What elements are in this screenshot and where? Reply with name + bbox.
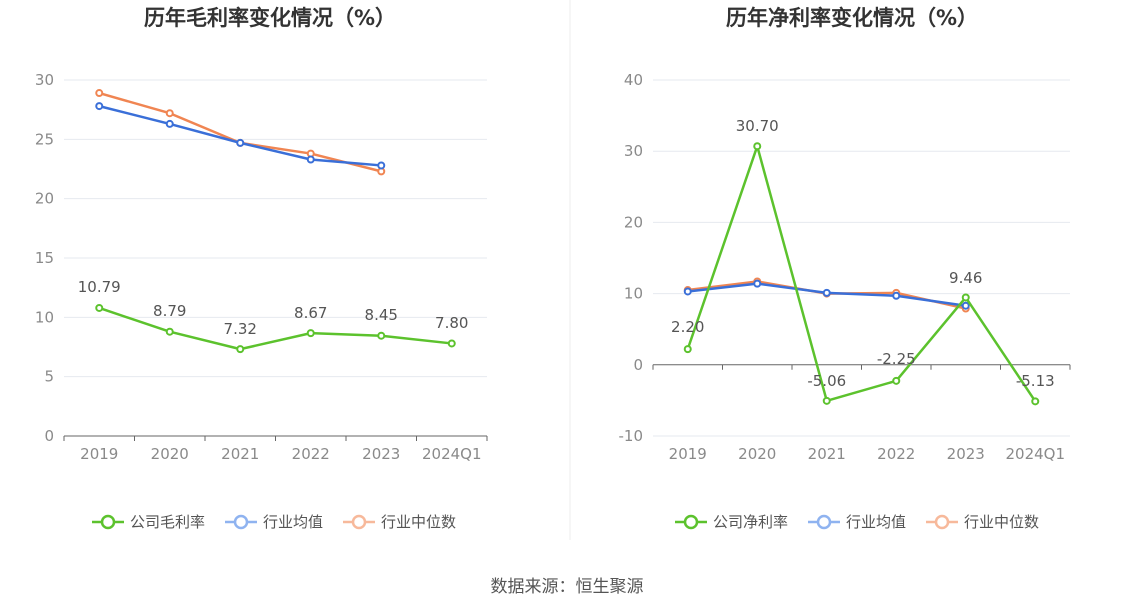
data-point[interactable] [165,109,174,118]
y-tick-label: 25 [35,130,54,148]
legend-item[interactable]: 公司毛利率 [92,513,205,531]
data-point[interactable] [236,138,245,147]
data-point[interactable] [753,142,762,151]
y-tick-label: 15 [35,249,54,267]
legend-item[interactable]: 行业均值 [225,513,323,531]
y-tick-label: 20 [624,213,643,231]
y-tick-label: 40 [624,71,643,89]
data-label: 8.79 [153,302,186,320]
data-point[interactable] [892,291,901,300]
legend-label: 行业中位数 [381,513,456,531]
data-point[interactable] [683,287,692,296]
legend-label: 行业均值 [263,513,323,531]
legend-circle-icon [100,514,116,530]
data-point[interactable] [961,301,970,310]
data-point[interactable] [165,327,174,336]
legend-item[interactable]: 行业中位数 [926,513,1039,531]
data-label: -5.06 [807,372,846,390]
data-source-footer: 数据来源：恒生聚源 [491,577,644,597]
x-tick-label: 2021 [808,445,846,463]
y-tick-label: 0 [44,427,54,445]
legend-item[interactable]: 公司净利率 [675,513,788,531]
x-tick-label: 2020 [738,445,776,463]
data-point[interactable] [892,376,901,385]
data-point[interactable] [961,293,970,302]
x-tick-label: 2024Q1 [422,445,482,463]
data-point[interactable] [377,161,386,170]
y-tick-label: 20 [35,190,54,208]
data-label: -2.25 [877,350,916,368]
legend-label: 行业中位数 [964,513,1039,531]
data-point[interactable] [95,89,104,98]
x-tick-label: 2019 [80,445,118,463]
legend-circle-icon [816,514,832,530]
x-tick-label: 2020 [151,445,189,463]
data-point[interactable] [822,396,831,405]
net-margin-chart: 历年净利率变化情况（%） -10 0 10 20 30 40 2019 2020 2021 2022… [619,6,1071,531]
y-tick-label: 10 [624,285,643,303]
data-label: 7.32 [224,320,257,338]
data-label: 7.80 [435,314,468,332]
data-point[interactable] [165,119,174,128]
data-point[interactable] [753,279,762,288]
x-tick-label: 2024Q1 [1005,445,1065,463]
data-point[interactable] [683,345,692,354]
data-label: 2.20 [671,318,704,336]
y-tick-label: 30 [624,142,643,160]
x-tick-label: 2022 [292,445,330,463]
legend-label: 公司净利率 [713,513,788,531]
data-point[interactable] [1031,397,1040,406]
legend-label: 行业均值 [846,513,906,531]
legend-circle-icon [934,514,950,530]
y-tick-label: 0 [633,356,643,374]
series-line [686,144,1037,403]
legend-label: 公司毛利率 [130,513,205,531]
data-point[interactable] [377,331,386,340]
data-label: -5.13 [1016,372,1055,390]
data-point[interactable] [306,329,315,338]
legend-item[interactable]: 行业均值 [808,513,906,531]
x-tick-label: 2021 [221,445,259,463]
data-point[interactable] [822,288,831,297]
x-tick-label: 2019 [669,445,707,463]
data-label: 10.79 [78,278,121,296]
x-tick-label: 2023 [362,445,400,463]
gross-margin-chart: 历年毛利率变化情况（%） 0 5 10 15 20 25 30 2019 2020 2021 2022… [35,6,488,531]
series-line [98,306,452,351]
chart-title: 历年毛利率变化情况（%） [144,6,396,30]
y-tick-label: -10 [619,427,644,445]
legend-circle-icon [683,514,699,530]
data-label: 8.67 [294,304,327,322]
data-label: 30.70 [736,117,779,135]
y-tick-label: 5 [44,368,54,386]
data-point[interactable] [95,303,104,312]
legend-item[interactable]: 行业中位数 [343,513,456,531]
x-tick-label: 2022 [877,445,915,463]
series-line [98,104,382,167]
data-point[interactable] [236,345,245,354]
data-label: 9.46 [949,269,982,287]
data-point[interactable] [306,155,315,164]
data-label: 8.45 [365,306,398,324]
x-tick-label: 2023 [947,445,985,463]
data-point[interactable] [95,102,104,111]
series-line [98,91,382,173]
chart-title: 历年净利率变化情况（%） [726,6,978,30]
data-point[interactable] [447,339,456,348]
y-tick-label: 10 [35,308,54,326]
y-tick-label: 30 [35,71,54,89]
legend-circle-icon [233,514,249,530]
legend-circle-icon [351,514,367,530]
